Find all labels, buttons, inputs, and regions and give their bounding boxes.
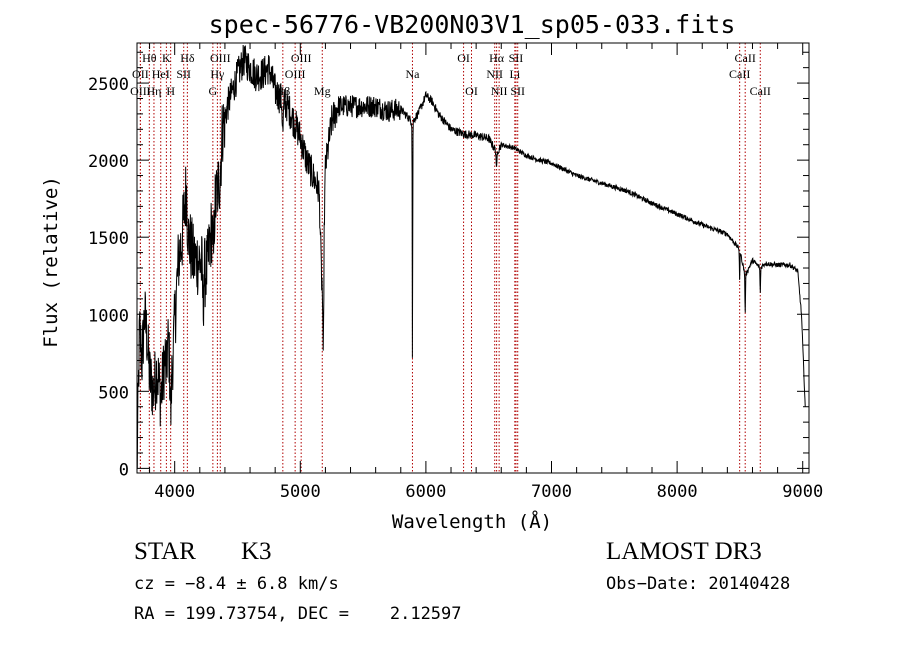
redshift-readout: cz = −8.4 ± 6.8 km/s xyxy=(134,574,339,594)
y-tick-label: 500 xyxy=(98,383,129,403)
object-class: STAR xyxy=(134,538,196,565)
line-marker-label: NII xyxy=(491,84,508,98)
line-marker-label: HeI xyxy=(152,67,170,81)
line-marker-label: SII xyxy=(509,51,524,65)
x-tick-label: 4000 xyxy=(154,482,195,502)
y-tick-label: 2500 xyxy=(88,75,129,95)
x-tick-label: 9000 xyxy=(782,482,823,502)
y-axis-label: Flux (relative) xyxy=(40,176,62,348)
x-tick-label: 5000 xyxy=(280,482,321,502)
y-tick-label: 2000 xyxy=(88,152,129,172)
line-marker-label: SII xyxy=(510,84,525,98)
line-marker-label: OIII xyxy=(130,84,151,98)
x-tick-label: 8000 xyxy=(657,482,698,502)
line-marker-label: Hθ xyxy=(142,51,157,65)
line-marker-label: OIII xyxy=(285,67,306,81)
line-marker-label: CaII xyxy=(729,67,750,81)
line-marker-label: K xyxy=(162,51,171,65)
spectrum-line xyxy=(136,44,806,469)
line-marker-label: Hδ xyxy=(180,51,195,65)
line-marker-label: Li xyxy=(509,67,520,81)
line-marker-label: OIII xyxy=(210,51,231,65)
line-marker-label: SII xyxy=(176,67,191,81)
line-marker-label: OI xyxy=(457,51,470,65)
x-axis-label: Wavelength (Å) xyxy=(392,510,552,533)
line-marker-label: OII xyxy=(132,67,149,81)
line-marker-label: OIII xyxy=(291,51,312,65)
y-tick-label: 1500 xyxy=(88,229,129,249)
axes: 4000 5000 6000 7000 8000 9000 0 500 1000 1500 2000… xyxy=(88,43,823,502)
line-marker-label: Mg xyxy=(314,84,331,98)
chart-title: spec-56776-VB200N03V1_sp05-033.fits xyxy=(209,10,736,39)
plot-frame xyxy=(136,42,810,474)
x-tick-label: 7000 xyxy=(531,482,572,502)
line-marker-label: CaII xyxy=(735,51,756,65)
survey-name: LAMOST DR3 xyxy=(606,538,762,565)
object-subclass: K3 xyxy=(241,538,272,565)
coordinates-readout: RA = 199.73754, DEC = 2.12597 xyxy=(134,604,462,624)
line-markers xyxy=(139,43,761,473)
line-marker-label: Hγ xyxy=(210,67,225,81)
line-marker-label: CaII xyxy=(750,84,771,98)
line-marker-label: OI xyxy=(465,84,478,98)
line-marker-label: G xyxy=(209,84,218,98)
x-tick-label: 6000 xyxy=(405,482,446,502)
line-marker-label: Na xyxy=(405,67,420,81)
line-marker-label: Hη xyxy=(146,84,161,98)
line-marker-label: H xyxy=(166,84,175,98)
observation-date: Obs−Date: 20140428 xyxy=(606,574,791,594)
y-tick-label: 1000 xyxy=(88,306,129,326)
line-marker-label: NII xyxy=(486,67,503,81)
y-tick-label: 0 xyxy=(119,460,129,480)
line-marker-label: Hα xyxy=(489,51,505,65)
